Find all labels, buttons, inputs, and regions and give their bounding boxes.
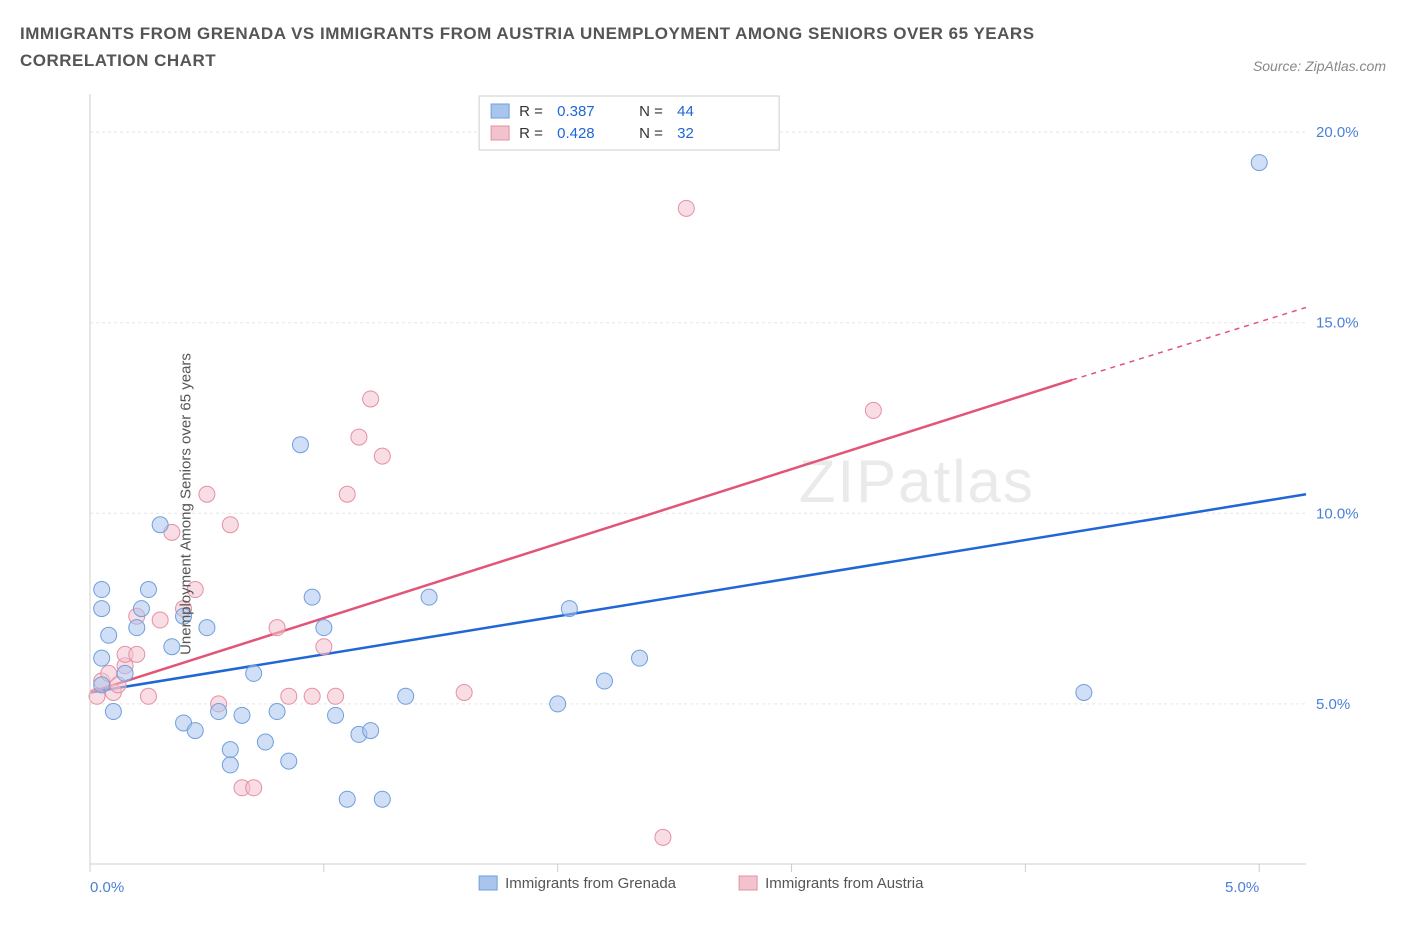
point-grenada: [596, 673, 612, 689]
point-austria: [152, 612, 168, 628]
point-grenada: [269, 704, 285, 720]
point-grenada: [101, 628, 117, 644]
point-austria: [199, 487, 215, 503]
point-austria: [269, 620, 285, 636]
legend-r-value-b: 0.428: [557, 125, 595, 142]
legend-n-value-b: 32: [677, 125, 694, 142]
point-grenada: [94, 677, 110, 693]
point-austria: [222, 517, 238, 533]
point-austria: [140, 689, 156, 705]
point-grenada: [339, 792, 355, 808]
point-grenada: [561, 601, 577, 617]
point-austria: [281, 689, 297, 705]
point-grenada: [234, 708, 250, 724]
point-grenada: [363, 723, 379, 739]
point-grenada: [199, 620, 215, 636]
point-grenada: [398, 689, 414, 705]
point-grenada: [421, 590, 437, 606]
y-tick-label: 5.0%: [1316, 696, 1350, 713]
point-grenada: [94, 582, 110, 598]
point-austria: [374, 449, 390, 465]
legend-n-label: N =: [639, 103, 663, 120]
point-grenada: [550, 696, 566, 712]
point-grenada: [374, 792, 390, 808]
x-tick-label: 0.0%: [90, 879, 124, 896]
chart-title: IMMIGRANTS FROM GRENADA VS IMMIGRANTS FR…: [20, 20, 1120, 74]
point-austria: [456, 685, 472, 701]
point-grenada: [152, 517, 168, 533]
point-grenada: [246, 666, 262, 682]
point-austria: [865, 403, 881, 419]
legend-swatch-austria: [491, 126, 509, 140]
point-grenada: [257, 734, 273, 750]
point-austria: [655, 830, 671, 846]
point-grenada: [292, 437, 308, 453]
y-tick-label: 10.0%: [1316, 506, 1359, 523]
point-grenada: [632, 651, 648, 667]
bottom-swatch-austria: [739, 876, 757, 890]
bottom-label-grenada: Immigrants from Grenada: [505, 875, 677, 892]
point-austria: [129, 647, 145, 663]
legend-n-value-a: 44: [677, 103, 694, 120]
y-axis-label: Unemployment Among Seniors over 65 years: [177, 353, 194, 655]
legend-n-label: N =: [639, 125, 663, 142]
point-austria: [304, 689, 320, 705]
point-grenada: [281, 753, 297, 769]
point-grenada: [140, 582, 156, 598]
y-tick-label: 20.0%: [1316, 124, 1359, 141]
point-grenada: [304, 590, 320, 606]
watermark: ZIPatlas: [799, 448, 1035, 515]
point-grenada: [211, 704, 227, 720]
point-austria: [363, 391, 379, 407]
point-grenada: [328, 708, 344, 724]
legend-r-label: R =: [519, 125, 543, 142]
bottom-label-austria: Immigrants from Austria: [765, 875, 924, 892]
point-grenada: [222, 757, 238, 773]
point-austria: [678, 201, 694, 217]
point-grenada: [222, 742, 238, 758]
point-grenada: [105, 704, 121, 720]
point-grenada: [133, 601, 149, 617]
correlation-chart: ZIPatlas 0.0% 5.0% 5.0% 10.0% 15.0% 20.0% R = 0.…: [20, 84, 1386, 924]
point-austria: [339, 487, 355, 503]
point-austria: [316, 639, 332, 655]
source-attribution: Source: ZipAtlas.com: [1253, 58, 1386, 74]
point-grenada: [94, 601, 110, 617]
point-austria: [246, 780, 262, 796]
y-tick-label: 15.0%: [1316, 315, 1359, 332]
point-grenada: [316, 620, 332, 636]
legend-r-label: R =: [519, 103, 543, 120]
legend-swatch-grenada: [491, 104, 509, 118]
legend-r-value-a: 0.387: [557, 103, 595, 120]
point-grenada: [187, 723, 203, 739]
point-austria: [351, 429, 367, 445]
point-grenada: [129, 620, 145, 636]
point-grenada: [1251, 155, 1267, 171]
bottom-swatch-grenada: [479, 876, 497, 890]
x-tick-label: 5.0%: [1225, 879, 1259, 896]
point-austria: [328, 689, 344, 705]
point-grenada: [117, 666, 133, 682]
point-grenada: [94, 651, 110, 667]
point-grenada: [1076, 685, 1092, 701]
